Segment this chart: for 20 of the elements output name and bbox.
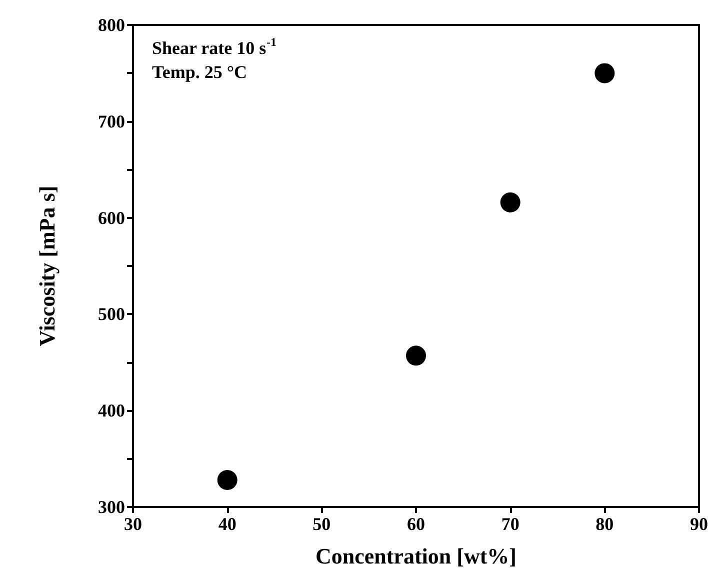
y-tick-label: 600 [98, 208, 125, 228]
point [500, 192, 520, 212]
x-tick-label: 50 [312, 514, 331, 534]
x-tick-label: 90 [690, 514, 708, 534]
x-axis-title: Concentration [wt%] [315, 544, 517, 568]
y-tick-label: 800 [98, 15, 125, 35]
y-axis-title: Viscosity [mPa s] [34, 186, 60, 346]
x-tick-label: 60 [407, 514, 425, 534]
y-tick-label: 400 [98, 400, 125, 421]
annotation: Temp. 25 °C [152, 62, 248, 82]
x-tick-label: 30 [124, 514, 142, 534]
y-tick-label: 500 [98, 304, 125, 324]
y-tick-label: 300 [98, 497, 125, 517]
point [406, 346, 426, 366]
x-tick-label: 80 [596, 514, 614, 534]
y-tick-label: 700 [98, 111, 125, 132]
x-tick-label: 70 [501, 514, 520, 534]
x-tick-label: 40 [218, 514, 236, 534]
point [217, 470, 238, 490]
point [594, 63, 615, 84]
